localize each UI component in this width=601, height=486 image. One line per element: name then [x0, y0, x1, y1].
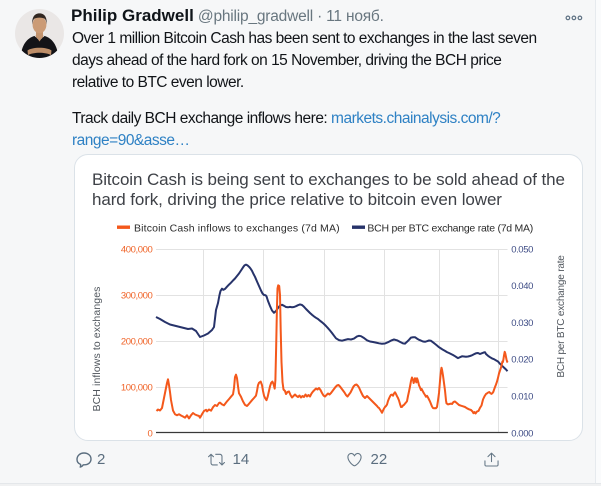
svg-text:0.010: 0.010: [511, 391, 533, 402]
svg-text:400,000: 400,000: [121, 244, 153, 255]
svg-text:Bitcoin Cash inflows to exchan: Bitcoin Cash inflows to exchanges (7d MA…: [134, 222, 340, 234]
svg-text:100,000: 100,000: [121, 382, 153, 393]
svg-text:0.020: 0.020: [511, 355, 533, 366]
svg-text:200,000: 200,000: [121, 336, 153, 347]
svg-text:0.030: 0.030: [511, 318, 533, 329]
svg-text:0.040: 0.040: [511, 281, 533, 292]
svg-text:BCH per BTC exchange rate (7d: BCH per BTC exchange rate (7d MA): [367, 222, 533, 234]
svg-text:0: 0: [148, 428, 153, 439]
svg-text:0.000: 0.000: [511, 428, 533, 439]
svg-text:BCH per BTC exchange rate: BCH per BTC exchange rate: [556, 255, 567, 378]
svg-text:BCH inflows to exchanges: BCH inflows to exchanges: [91, 287, 103, 412]
svg-text:0.050: 0.050: [511, 244, 533, 255]
svg-text:300,000: 300,000: [121, 290, 153, 301]
